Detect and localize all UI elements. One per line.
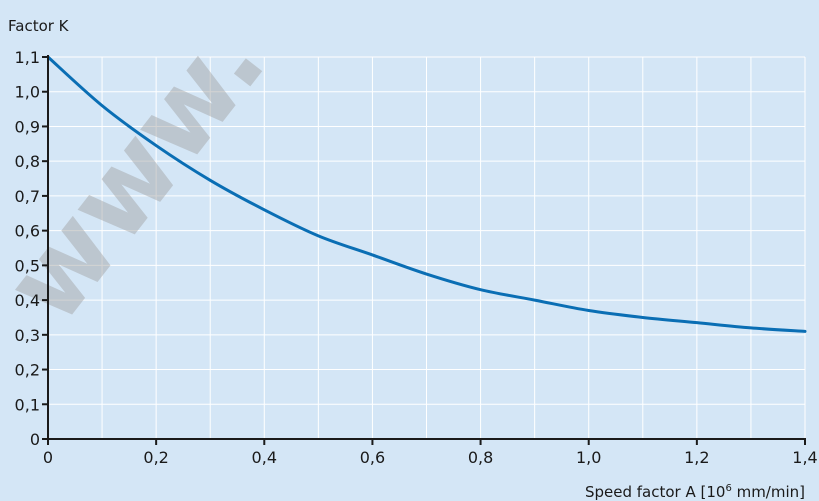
y-tick-label: 0,9	[15, 117, 40, 136]
y-tick-label: 0,2	[15, 361, 40, 380]
x-tick-label: 0,6	[360, 448, 385, 467]
x-axis-title-suffix: mm/min]	[732, 483, 805, 501]
y-axis-title: Factor K	[8, 17, 70, 35]
x-tick-label: 1,4	[792, 448, 817, 467]
y-axis-ticks: 0 0,1 0,2 0,3 0,4 0,5 0,6 0,7 0,8 0,9 1,0 1,1	[15, 48, 48, 449]
y-tick-label: 0,8	[15, 152, 40, 171]
x-tick-label: 0,4	[252, 448, 277, 467]
x-tick-label: 0	[43, 448, 53, 467]
x-tick-label: 1,0	[576, 448, 601, 467]
series-layer	[46, 55, 807, 333]
x-axis-title: Speed factor A [106 mm/min]	[585, 483, 805, 501]
y-tick-label: 0,7	[15, 187, 40, 206]
series-line-0	[46, 55, 807, 333]
x-tick-label: 0,8	[468, 448, 493, 467]
y-tick-label: 0,6	[15, 222, 40, 241]
y-tick-label: 1,1	[15, 48, 40, 67]
y-tick-label: 1,0	[15, 83, 40, 102]
y-tick-label: 0,5	[15, 256, 40, 275]
x-tick-label: 0,2	[143, 448, 168, 467]
x-axis-title-superscript: 6	[725, 483, 731, 494]
x-tick-label: 1,2	[684, 448, 709, 467]
y-tick-label: 0,3	[15, 326, 40, 345]
y-tick-label: 0,4	[15, 291, 40, 310]
grid	[48, 56, 806, 439]
x-axis-ticks: 0 0,2 0,4 0,6 0,8 1,0 1,2 1,4	[43, 439, 818, 467]
x-axis-title-prefix: Speed factor A [10	[585, 483, 725, 501]
y-tick-label: 0	[30, 430, 40, 449]
y-tick-label: 0,1	[15, 395, 40, 414]
axes	[47, 55, 806, 440]
